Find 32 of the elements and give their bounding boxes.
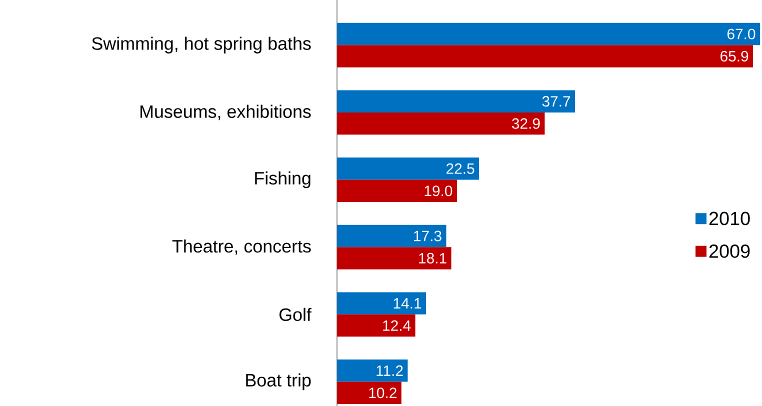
y-tick-label: Theatre, concerts: [172, 239, 311, 255]
y-tick-label: Museums, exhibitions: [140, 104, 311, 120]
bar: [337, 112, 545, 135]
data-label: 19.0: [424, 186, 452, 196]
y-tick-label: Swimming, hot spring baths: [92, 36, 311, 54]
bar: [337, 180, 457, 202]
bar: [337, 247, 452, 270]
legend-label: 2009: [709, 244, 750, 258]
data-label: 32.9: [512, 118, 540, 129]
bar: [337, 45, 754, 68]
y-tick-label: Fishing: [255, 171, 310, 188]
data-label: 11.2: [376, 365, 403, 376]
data-label: 17.3: [414, 230, 442, 242]
bar: [337, 22, 760, 46]
bar: [337, 90, 576, 112]
data-label: 10.2: [369, 388, 396, 398]
data-label: 22.5: [446, 163, 474, 174]
bar: [337, 224, 446, 248]
data-label: 18.1: [419, 252, 446, 264]
y-tick-label: Golf: [280, 308, 312, 322]
bar: [337, 158, 480, 180]
legend-label: 2010: [709, 212, 750, 226]
data-label: 12.4: [383, 320, 411, 331]
data-label: 65.9: [720, 50, 748, 62]
data-label: 14.1: [394, 298, 422, 308]
bar: [337, 292, 426, 314]
data-label: 67.0: [727, 28, 756, 40]
bar: [337, 382, 402, 404]
bar: [337, 314, 416, 337]
bar: [337, 360, 408, 382]
data-label: 37.7: [542, 96, 570, 107]
y-tick-label: Boat trip: [246, 373, 311, 390]
